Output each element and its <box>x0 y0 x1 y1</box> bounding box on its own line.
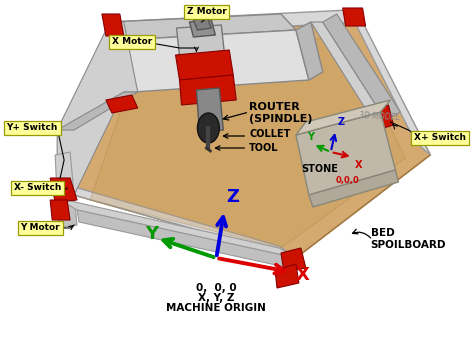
Polygon shape <box>323 14 401 120</box>
Text: STONE: STONE <box>301 164 338 174</box>
Text: BED
SPOILBOARD: BED SPOILBOARD <box>371 228 446 249</box>
Polygon shape <box>296 22 323 80</box>
Text: 0,  0, 0: 0, 0, 0 <box>196 283 237 293</box>
Polygon shape <box>90 37 405 248</box>
Polygon shape <box>124 30 309 92</box>
Text: X: X <box>296 266 310 284</box>
Text: X Motor: X Motor <box>112 38 152 47</box>
Polygon shape <box>281 248 306 272</box>
Polygon shape <box>55 152 74 198</box>
Polygon shape <box>296 112 395 195</box>
Polygon shape <box>50 178 77 202</box>
Text: X- Switch: X- Switch <box>14 184 61 193</box>
Text: ROUTER
(SPINDLE): ROUTER (SPINDLE) <box>249 102 313 124</box>
Polygon shape <box>180 75 236 105</box>
Polygon shape <box>57 198 296 258</box>
Polygon shape <box>311 22 385 120</box>
Text: MACHINE ORIGIN: MACHINE ORIGIN <box>166 303 266 313</box>
Polygon shape <box>74 22 430 258</box>
Text: Y Motor: Y Motor <box>20 223 60 233</box>
Text: Y: Y <box>145 225 158 243</box>
Text: Z: Z <box>337 117 345 127</box>
Polygon shape <box>175 50 233 80</box>
Polygon shape <box>57 195 77 228</box>
Polygon shape <box>296 100 391 135</box>
Polygon shape <box>193 18 211 30</box>
Polygon shape <box>275 264 299 288</box>
Text: Z: Z <box>226 188 239 206</box>
Text: COLLET: COLLET <box>249 129 291 139</box>
Polygon shape <box>349 10 430 155</box>
Polygon shape <box>50 200 70 220</box>
Polygon shape <box>57 22 138 195</box>
Polygon shape <box>343 8 365 26</box>
Text: Y+ Switch: Y+ Switch <box>7 123 58 132</box>
Text: X: X <box>355 160 362 170</box>
Polygon shape <box>57 22 124 195</box>
Polygon shape <box>57 182 296 258</box>
Polygon shape <box>196 88 223 132</box>
Text: X+ Switch: X+ Switch <box>414 134 466 143</box>
Polygon shape <box>77 210 299 270</box>
Polygon shape <box>366 105 393 132</box>
Text: 0,0,0: 0,0,0 <box>336 176 359 185</box>
Polygon shape <box>110 10 361 36</box>
Text: Y: Y <box>307 132 314 142</box>
Text: TOOL: TOOL <box>249 143 279 153</box>
Polygon shape <box>190 20 215 37</box>
Polygon shape <box>102 14 124 36</box>
Polygon shape <box>176 25 229 102</box>
Ellipse shape <box>198 113 219 143</box>
Polygon shape <box>106 95 138 113</box>
Text: 3D MODEL: 3D MODEL <box>359 111 400 122</box>
Polygon shape <box>57 92 138 130</box>
Text: X, Y, Z: X, Y, Z <box>198 293 235 303</box>
Polygon shape <box>309 170 398 207</box>
Text: Z Motor: Z Motor <box>186 7 226 17</box>
Polygon shape <box>110 14 296 40</box>
